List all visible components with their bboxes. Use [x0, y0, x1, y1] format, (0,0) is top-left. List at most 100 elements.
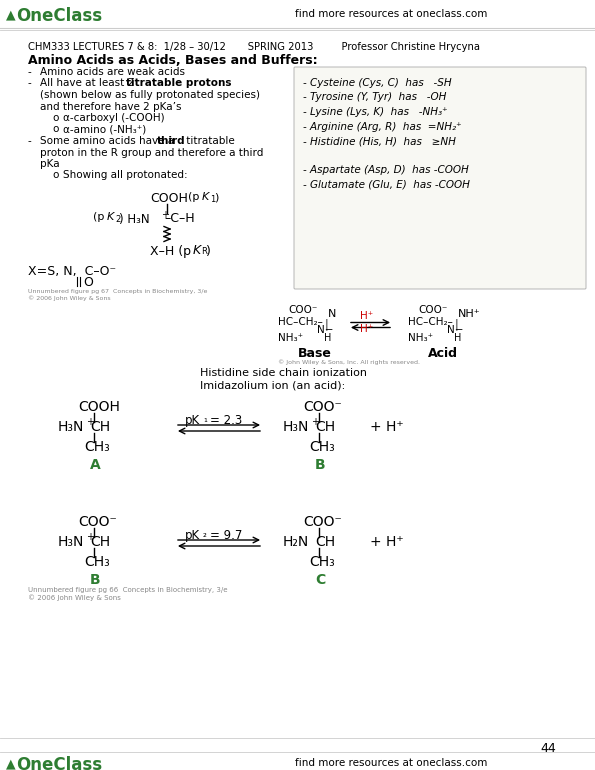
Text: H⁺: H⁺: [360, 311, 373, 321]
Text: 2: 2: [115, 215, 120, 223]
Text: All have at least 2: All have at least 2: [40, 79, 137, 89]
Text: Acid: Acid: [428, 347, 458, 360]
Text: COO⁻: COO⁻: [418, 305, 447, 315]
Text: find more resources at oneclass.com: find more resources at oneclass.com: [295, 9, 487, 19]
Text: CH: CH: [90, 535, 110, 549]
Text: Some amino acids have a: Some amino acids have a: [40, 136, 177, 146]
Text: and therefore have 2 pKa’s: and therefore have 2 pKa’s: [40, 102, 181, 112]
Text: (shown below as fully protonated species): (shown below as fully protonated species…: [40, 90, 260, 100]
Text: +: +: [161, 209, 169, 219]
Text: Amino acids are weak acids: Amino acids are weak acids: [40, 67, 185, 77]
Text: H₃N: H₃N: [283, 420, 309, 434]
Text: K: K: [202, 192, 209, 203]
Text: pKa: pKa: [40, 159, 60, 169]
Text: N−: N−: [317, 325, 334, 335]
Text: o: o: [52, 113, 58, 123]
Text: +: +: [311, 417, 319, 427]
Text: titratable: titratable: [183, 136, 235, 146]
Text: NH₃⁺: NH₃⁺: [278, 333, 303, 343]
Text: -: -: [28, 79, 32, 89]
Text: + H⁺: + H⁺: [370, 535, 403, 549]
Text: ): ): [206, 245, 211, 257]
Text: CH₃: CH₃: [84, 440, 109, 454]
Text: 44: 44: [540, 742, 556, 755]
Text: H⁺: H⁺: [360, 324, 373, 334]
Text: N: N: [328, 309, 336, 319]
Text: X–H (p: X–H (p: [150, 245, 191, 257]
Text: CH₃: CH₃: [309, 555, 335, 569]
Text: + H⁺: + H⁺: [370, 420, 403, 434]
Text: - Histidine (His, H)  has   ≥NH: - Histidine (His, H) has ≥NH: [303, 136, 456, 146]
Text: ▲: ▲: [6, 757, 15, 770]
Text: ₁: ₁: [203, 414, 207, 424]
Text: titratable protons: titratable protons: [126, 79, 231, 89]
Text: find more resources at oneclass.com: find more resources at oneclass.com: [295, 758, 487, 768]
Text: │: │: [324, 318, 330, 330]
FancyBboxPatch shape: [294, 67, 586, 289]
Text: H: H: [454, 333, 461, 343]
Text: ₂: ₂: [203, 529, 207, 539]
Text: pK: pK: [185, 414, 200, 427]
Text: B: B: [315, 458, 325, 472]
Text: COO⁻: COO⁻: [303, 400, 342, 414]
Text: third: third: [157, 136, 186, 146]
Text: Imidazolium ion (an acid):: Imidazolium ion (an acid):: [200, 380, 345, 390]
Text: +: +: [86, 532, 94, 542]
Text: │: │: [454, 318, 460, 330]
Text: N−: N−: [447, 325, 464, 335]
Text: H: H: [324, 333, 331, 343]
Text: = 2.3: = 2.3: [210, 414, 242, 427]
Text: - Arginine (Arg, R)  has  =NH₂⁺: - Arginine (Arg, R) has =NH₂⁺: [303, 122, 462, 132]
Text: –C–H: –C–H: [164, 213, 195, 226]
Text: B: B: [90, 573, 101, 587]
Text: HC–CH₂–: HC–CH₂–: [278, 317, 323, 327]
Text: Amino Acids as Acids, Bases and Buffers:: Amino Acids as Acids, Bases and Buffers:: [28, 54, 318, 67]
Text: K: K: [107, 213, 114, 223]
Text: COO⁻: COO⁻: [288, 305, 317, 315]
Text: COO⁻: COO⁻: [78, 515, 117, 529]
Text: K: K: [193, 245, 201, 257]
Text: © 2006 John Wiley & Sons: © 2006 John Wiley & Sons: [28, 296, 111, 301]
Text: H₃N: H₃N: [58, 420, 84, 434]
Text: COO⁻: COO⁻: [303, 515, 342, 529]
Text: CHM333 LECTURES 7 & 8:  1/28 – 30/12       SPRING 2013         Professor Christi: CHM333 LECTURES 7 & 8: 1/28 – 30/12 SPRI…: [28, 42, 480, 52]
Text: - Aspartate (Asp, D)  has -COOH: - Aspartate (Asp, D) has -COOH: [303, 165, 469, 175]
Text: OneClass: OneClass: [16, 756, 102, 770]
Text: Unnumbered figure pg 67  Concepts in Biochemistry, 3/e: Unnumbered figure pg 67 Concepts in Bioc…: [28, 290, 208, 294]
Text: C: C: [315, 573, 325, 587]
Text: COOH: COOH: [78, 400, 120, 414]
Text: Base: Base: [298, 347, 332, 360]
Text: NH₃⁺: NH₃⁺: [408, 333, 433, 343]
Text: - Tyrosine (Y, Tyr)  has   -OH: - Tyrosine (Y, Tyr) has -OH: [303, 92, 446, 102]
Text: CH: CH: [315, 535, 335, 549]
Text: Histidine side chain ionization: Histidine side chain ionization: [200, 368, 367, 378]
Text: ) H₃N: ) H₃N: [119, 213, 149, 226]
Text: A: A: [90, 458, 101, 472]
Text: H₃N: H₃N: [58, 535, 84, 549]
Text: pK: pK: [185, 529, 200, 542]
Text: (p: (p: [93, 213, 104, 223]
Text: ▲: ▲: [6, 8, 15, 21]
Text: -: -: [28, 136, 32, 146]
Text: α-carboxyl (-COOH): α-carboxyl (-COOH): [63, 113, 165, 123]
Text: HC–CH₂–: HC–CH₂–: [408, 317, 453, 327]
Text: proton in the R group and therefore a third: proton in the R group and therefore a th…: [40, 148, 264, 158]
Text: α-amino (-NH₃⁺): α-amino (-NH₃⁺): [63, 125, 146, 135]
Text: CH₃: CH₃: [84, 555, 109, 569]
Text: NH⁺: NH⁺: [458, 309, 481, 319]
Text: ): ): [214, 192, 218, 203]
Text: R: R: [201, 246, 207, 256]
Text: o: o: [52, 125, 58, 135]
Text: - Cysteine (Cys, C)  has   -SH: - Cysteine (Cys, C) has -SH: [303, 78, 452, 88]
Text: CH: CH: [315, 420, 335, 434]
Text: - Glutamate (Glu, E)  has -COOH: - Glutamate (Glu, E) has -COOH: [303, 179, 470, 189]
Text: +: +: [86, 417, 94, 427]
Text: Unnumbered figure pg 66  Concepts in Biochemistry, 3/e: Unnumbered figure pg 66 Concepts in Bioc…: [28, 587, 227, 593]
Text: - Lysine (Lys, K)  has   -NH₃⁺: - Lysine (Lys, K) has -NH₃⁺: [303, 107, 447, 117]
Text: = 9.7: = 9.7: [210, 529, 242, 542]
Text: COOH: COOH: [150, 192, 188, 206]
Text: CH: CH: [90, 420, 110, 434]
Text: © John Wiley & Sons, Inc. All rights reserved.: © John Wiley & Sons, Inc. All rights res…: [278, 359, 420, 365]
Text: o: o: [52, 170, 58, 180]
Text: -: -: [28, 67, 32, 77]
